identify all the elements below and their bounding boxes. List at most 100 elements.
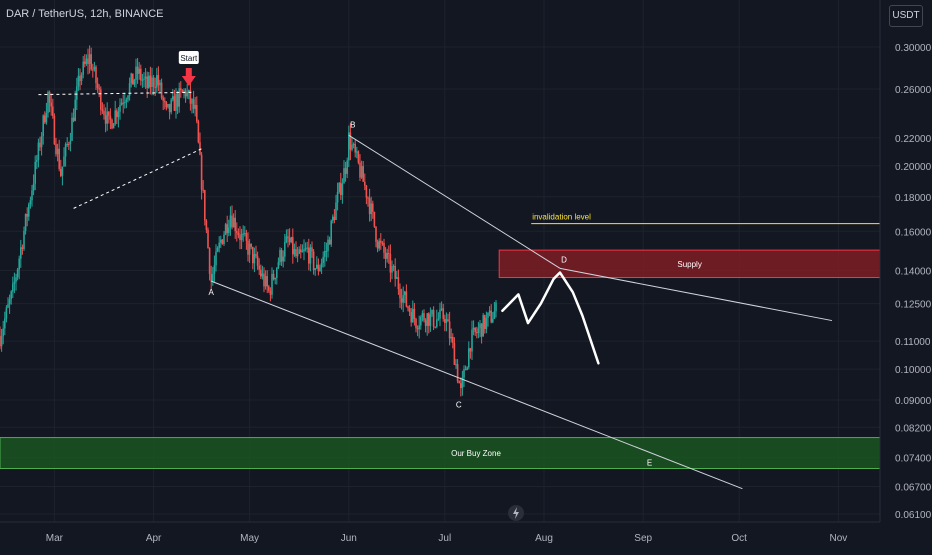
candle-body	[181, 90, 184, 93]
y-tick-label: 0.30000	[895, 43, 932, 54]
candle-body	[332, 216, 334, 221]
candle-body	[472, 327, 475, 330]
candle-body	[488, 310, 491, 313]
candle-body	[348, 132, 350, 161]
candle-body	[61, 166, 64, 176]
candle-body	[101, 109, 104, 111]
currency-button[interactable]: USDT	[889, 5, 923, 27]
candle-body	[301, 251, 304, 253]
candle-body	[311, 247, 313, 252]
candle-body	[60, 168, 62, 176]
candle-body	[13, 281, 16, 284]
candle-body	[343, 168, 345, 184]
candle-body	[117, 111, 120, 118]
candle-body	[260, 269, 262, 277]
candle-body	[404, 291, 406, 296]
candle-body	[34, 161, 36, 184]
y-tick-label: 0.06700	[895, 482, 932, 493]
candle-body	[298, 249, 300, 254]
candle-body	[415, 318, 417, 329]
candle-body	[124, 101, 126, 104]
candle-body	[306, 247, 308, 249]
candle-body	[264, 276, 267, 287]
candle-body	[261, 273, 264, 277]
candle-body	[336, 191, 339, 203]
candle-body	[10, 291, 12, 300]
wave-label-c: C	[456, 401, 462, 410]
wave-label-e: E	[647, 458, 652, 467]
candle-body	[72, 117, 75, 121]
candle-body	[226, 224, 228, 233]
candle-body	[319, 267, 321, 272]
candle-body	[477, 328, 480, 334]
candle-body	[156, 75, 158, 88]
candle-body	[300, 249, 302, 253]
y-tick-label: 0.16000	[895, 227, 932, 238]
candle-body	[71, 117, 73, 141]
candle-body	[368, 198, 371, 215]
candle-body	[303, 249, 305, 252]
invalidation-label: invalidation level	[532, 213, 591, 222]
candle-body	[12, 283, 14, 292]
candle-body	[447, 319, 449, 322]
candle-body	[373, 211, 376, 227]
candle-body	[328, 239, 331, 245]
candle-body	[392, 266, 395, 268]
candle-body	[367, 197, 369, 199]
candle-body	[69, 140, 72, 145]
candle-body	[372, 203, 374, 212]
candle-body	[21, 247, 24, 249]
candle-body	[44, 115, 46, 123]
candle-body	[7, 304, 9, 308]
candle-body	[444, 318, 446, 323]
candle-body	[196, 104, 198, 122]
price-axis[interactable]	[880, 0, 932, 550]
candle-body	[146, 76, 148, 88]
candle-body	[448, 321, 451, 339]
candle-body	[224, 224, 227, 235]
candle-body	[136, 66, 139, 74]
candle-body	[133, 79, 136, 85]
candle-body	[207, 229, 209, 249]
candle-body	[248, 243, 251, 255]
candle-body	[274, 277, 276, 280]
candle-body	[474, 327, 476, 333]
candle-body	[408, 308, 411, 312]
symbol-title: DAR / TetherUS, 12h, BINANCE	[6, 8, 164, 20]
candle-body	[56, 148, 59, 155]
candle-body	[108, 111, 110, 116]
y-tick-label: 0.06100	[895, 510, 932, 521]
candle-body	[223, 234, 225, 244]
candle-body	[125, 99, 128, 102]
candle-body	[413, 308, 416, 319]
x-tick-label: Aug	[535, 533, 553, 544]
candle-body	[212, 274, 214, 282]
candle-body	[154, 86, 156, 88]
candle-body	[280, 249, 283, 262]
candle-body	[420, 316, 422, 326]
candle-body	[384, 252, 387, 259]
candle-body	[354, 144, 356, 153]
candle-body	[423, 313, 425, 321]
candle-body	[330, 220, 332, 245]
candle-body	[220, 239, 222, 243]
candle-body	[335, 202, 337, 221]
start-badge	[178, 51, 199, 64]
candle-body	[485, 317, 488, 329]
candle-body	[40, 136, 43, 148]
candle-body	[338, 182, 340, 192]
y-tick-label: 0.20000	[895, 162, 932, 173]
candle-body	[240, 233, 243, 241]
candle-body	[440, 308, 443, 310]
candle-body	[2, 328, 4, 337]
y-tick-label: 0.26000	[895, 85, 932, 96]
candle-body	[55, 144, 57, 155]
candle-body	[48, 91, 51, 103]
candle-body	[277, 262, 280, 269]
candle-body	[119, 105, 121, 112]
candle-body	[266, 276, 268, 287]
candle-body	[252, 246, 254, 264]
candle-body	[116, 110, 118, 118]
